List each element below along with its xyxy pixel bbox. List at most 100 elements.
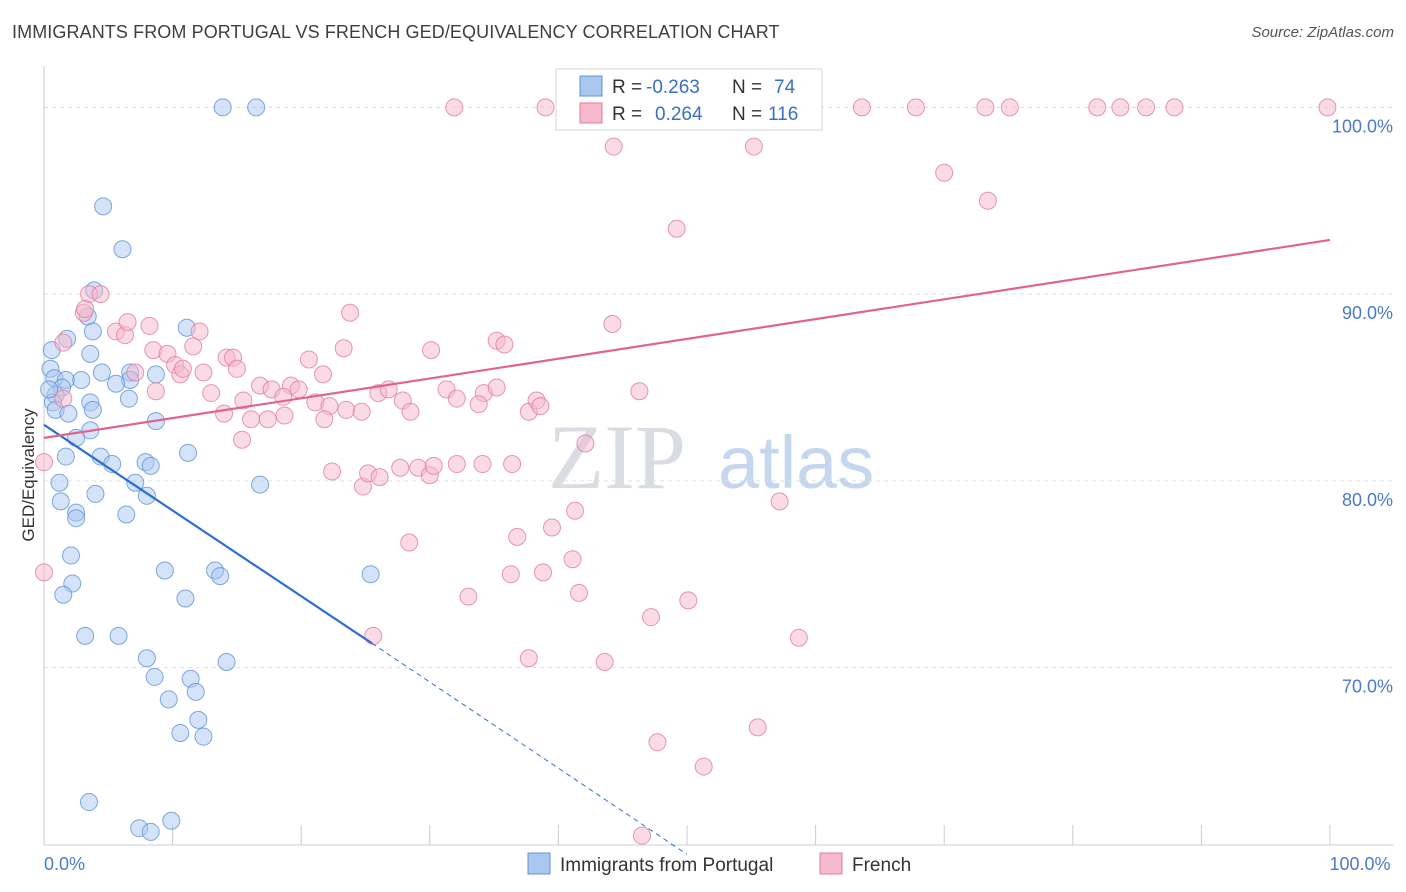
point-1-25 (603, 314, 622, 333)
trend-layer (43, 238, 1331, 855)
point-1-39 (495, 335, 514, 354)
x-tick-label-1: 100.0% (1329, 854, 1390, 874)
point-0-55 (137, 649, 156, 668)
point-0-2 (94, 197, 113, 216)
series-legend: Immigrants from Portugal French (527, 852, 911, 876)
point-1-84 (566, 501, 585, 520)
point-1-40 (126, 363, 145, 382)
point-0-66 (141, 822, 160, 841)
point-1-47 (215, 404, 234, 423)
point-1-33 (227, 359, 246, 378)
stats-n-value-french: 116 (768, 104, 798, 125)
chart-title: IMMIGRANTS FROM PORTUGAL VS FRENCH GED/E… (12, 22, 780, 42)
point-1-87 (508, 527, 527, 546)
point-0-44 (117, 505, 136, 524)
point-1-106 (54, 389, 73, 408)
point-1-11 (1088, 98, 1107, 117)
point-1-12 (1111, 98, 1130, 117)
point-1-97 (364, 626, 383, 645)
point-1-105 (35, 453, 53, 472)
point-1-62 (447, 389, 466, 408)
point-1-80 (424, 456, 443, 475)
y-axis-label: GED/Equivalency (19, 408, 38, 542)
point-0-15 (92, 363, 111, 382)
point-1-8 (906, 98, 925, 117)
point-1-18 (935, 163, 954, 182)
point-1-20 (667, 219, 686, 238)
point-0-64 (80, 793, 99, 812)
point-1-30 (184, 337, 203, 356)
point-1-71 (233, 430, 252, 449)
trend-line-0 (43, 423, 373, 645)
point-1-113 (469, 395, 488, 414)
point-1-90 (501, 565, 520, 584)
y-tick-label-1: 80.0% (1342, 490, 1393, 510)
stats-r-value-french: 0.264 (655, 104, 703, 125)
point-1-93 (459, 587, 478, 606)
stats-legend-swatch-french (579, 102, 603, 124)
point-1-0 (445, 98, 464, 117)
point-1-86 (400, 533, 419, 552)
x-tick-label-0: 0.0% (44, 854, 85, 874)
point-0-56 (217, 652, 236, 671)
point-0-26 (83, 400, 102, 419)
point-1-35 (314, 365, 333, 384)
point-1-104 (35, 563, 53, 582)
point-1-55 (337, 400, 356, 419)
point-1-52 (289, 380, 308, 399)
point-1-94 (679, 591, 698, 610)
point-1-110 (173, 359, 192, 378)
point-1-24 (341, 303, 360, 322)
point-0-52 (176, 589, 195, 608)
point-1-60 (401, 402, 420, 421)
point-0-63 (194, 727, 213, 746)
point-1-70 (275, 406, 294, 425)
y-tick-label-3: 100.0% (1332, 116, 1393, 136)
point-1-91 (533, 563, 552, 582)
point-1-109 (118, 313, 137, 332)
point-1-16 (604, 137, 623, 156)
point-1-88 (542, 518, 561, 537)
point-0-43 (67, 509, 86, 528)
point-1-96 (641, 608, 660, 627)
point-1-7 (852, 98, 871, 117)
legend-label-portugal: Immigrants from Portugal (560, 855, 773, 876)
watermark: ZIP atlas (548, 406, 874, 508)
point-1-45 (194, 363, 213, 382)
point-1-81 (447, 455, 466, 474)
stats-n-label-portugal: N = (732, 77, 762, 98)
point-0-53 (76, 626, 95, 645)
point-0-54 (109, 626, 128, 645)
point-0-69 (107, 374, 126, 393)
point-0-8 (83, 322, 102, 341)
point-0-30 (56, 447, 75, 466)
trend-line-extension-0 (371, 642, 688, 855)
point-0-25 (59, 404, 78, 423)
legend-label-french: French (852, 855, 911, 876)
point-0-38 (251, 475, 270, 494)
point-0-23 (119, 389, 138, 408)
point-0-61 (189, 710, 208, 729)
axes (43, 66, 1394, 846)
point-1-9 (976, 98, 995, 117)
point-1-14 (1165, 98, 1184, 117)
point-0-62 (171, 723, 190, 742)
point-1-1 (536, 98, 555, 117)
point-1-95 (789, 628, 808, 647)
point-0-14 (72, 371, 91, 389)
grid (44, 106, 1394, 669)
stats-r-label-french: R = (612, 104, 642, 125)
point-0-51 (54, 585, 73, 604)
point-1-85 (770, 492, 789, 511)
point-1-98 (519, 649, 538, 668)
point-0-0 (213, 98, 232, 117)
point-0-39 (86, 484, 105, 503)
point-0-67 (162, 811, 181, 830)
point-1-67 (630, 382, 649, 401)
point-0-3 (113, 240, 132, 259)
stats-legend-swatch-portugal (579, 75, 603, 97)
point-1-28 (140, 316, 159, 335)
stats-legend: R = -0.263 N = 74 R = 0.264 N = 116 (555, 68, 823, 131)
point-1-92 (569, 583, 588, 602)
point-0-46 (155, 561, 174, 580)
